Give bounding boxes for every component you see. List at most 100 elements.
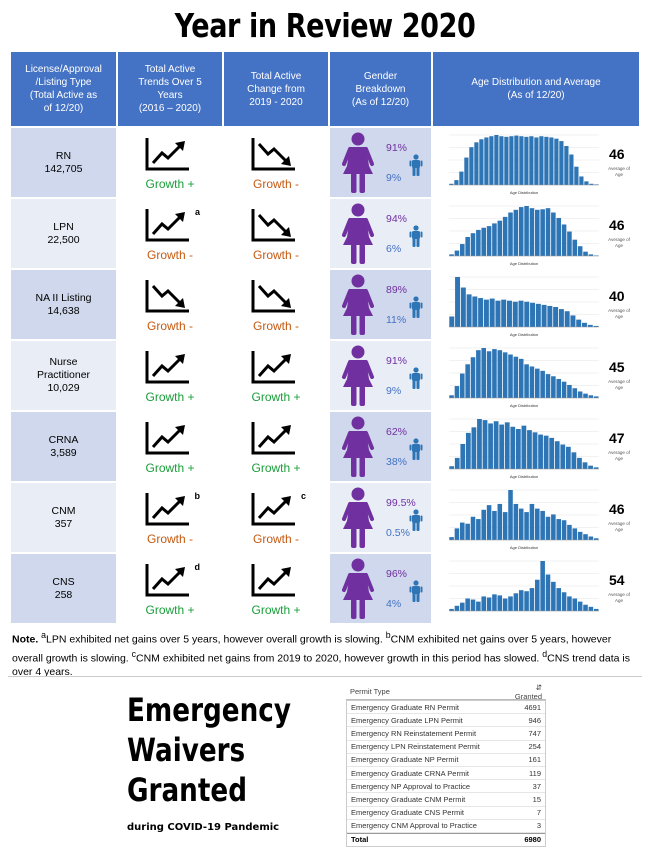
trend-up-icon bbox=[251, 493, 295, 526]
histogram-bar bbox=[529, 503, 535, 540]
histogram-bar bbox=[497, 350, 503, 398]
change-cell: Growth + bbox=[224, 341, 330, 410]
histogram-xlabel: Age Distribution bbox=[510, 474, 538, 479]
histogram-bar bbox=[518, 508, 524, 540]
waivers-title-line-1: Emergency bbox=[127, 691, 291, 729]
histogram-bar bbox=[460, 373, 465, 398]
header-change-2019-2020: Total Active Change from 2019 - 2020 bbox=[224, 52, 330, 126]
histogram-bar bbox=[449, 183, 454, 185]
female-icon bbox=[342, 487, 374, 548]
license-cell: NA II Listing 14,638 bbox=[11, 270, 118, 339]
histogram-bar bbox=[543, 435, 549, 469]
average-age-label: Average of Age bbox=[608, 379, 630, 390]
female-percent: 91% bbox=[386, 355, 408, 367]
histogram-bar bbox=[502, 598, 508, 611]
license-total: 14,638 bbox=[47, 304, 80, 317]
footnote-marker: a bbox=[194, 207, 200, 217]
histogram-bar bbox=[524, 206, 529, 256]
permit-type: Emergency Graduate CNS Permit bbox=[351, 808, 464, 818]
histogram-bar bbox=[454, 457, 460, 469]
histogram-bar bbox=[481, 348, 486, 398]
license-name: Nurse Practitioner bbox=[36, 356, 91, 381]
permit-type: Emergency NP Approval to Practice bbox=[351, 781, 471, 791]
histogram-bar bbox=[529, 366, 535, 398]
permit-row: Emergency LPN Reinstatement Permit 254 bbox=[347, 741, 545, 754]
histogram-bar bbox=[512, 301, 518, 327]
permit-granted: 119 bbox=[529, 768, 541, 778]
age-histogram bbox=[449, 560, 599, 612]
permit-granted: 3 bbox=[536, 821, 541, 831]
histogram-bar bbox=[593, 608, 599, 611]
female-icon bbox=[342, 558, 374, 619]
male-icon bbox=[409, 367, 423, 389]
histogram-bar bbox=[493, 421, 499, 469]
gender-cell: 91% 9% bbox=[330, 128, 433, 197]
histogram-bar bbox=[460, 602, 465, 611]
trend-up-icon bbox=[145, 422, 189, 455]
average-age: 45 bbox=[609, 359, 625, 375]
age-histogram: Age Distribution bbox=[449, 134, 599, 195]
histogram-bar bbox=[524, 301, 530, 327]
histogram-bar bbox=[470, 233, 476, 256]
histogram-bar bbox=[515, 429, 521, 469]
growth-label: Growth + bbox=[145, 390, 195, 404]
female-icon bbox=[342, 345, 374, 406]
permit-row: Emergency CNM Approval to Practice 3 bbox=[347, 820, 545, 833]
permit-type: Emergency CNM Approval to Practice bbox=[351, 821, 477, 831]
histogram-bar bbox=[449, 395, 454, 398]
male-icon bbox=[409, 225, 423, 247]
histogram-bar bbox=[483, 299, 489, 327]
histogram-bar bbox=[502, 512, 508, 540]
histogram-bar bbox=[581, 322, 587, 327]
histogram-bar bbox=[489, 136, 494, 185]
male-percent: 4% bbox=[386, 598, 402, 610]
trend-down-icon bbox=[251, 138, 295, 171]
table-row: CRNA 3,589 Growth + Growth + 62% 38% Age Distr… bbox=[11, 410, 639, 481]
histogram-bar bbox=[588, 254, 594, 256]
histogram-bar bbox=[564, 145, 569, 185]
histogram-bar bbox=[549, 437, 555, 469]
growth-label: Growth - bbox=[252, 177, 299, 191]
histogram-bar bbox=[588, 465, 593, 469]
permit-row: Emergency Graduate NP Permit 161 bbox=[347, 754, 545, 767]
growth-label: Growth - bbox=[252, 532, 299, 546]
histogram-bar bbox=[559, 141, 564, 185]
histogram-bar bbox=[518, 207, 524, 256]
histogram-bar bbox=[582, 462, 588, 469]
license-name: CNS bbox=[52, 575, 75, 588]
permit-granted: 747 bbox=[528, 728, 541, 738]
histogram-bar bbox=[513, 209, 519, 256]
histogram-bar bbox=[577, 601, 583, 611]
histogram-bar bbox=[561, 592, 567, 611]
histogram-bar bbox=[530, 302, 536, 327]
age-cell: Age Distribution 40 Average of Age bbox=[433, 270, 639, 339]
divider bbox=[8, 676, 642, 677]
age-histogram: Age Distribution bbox=[449, 205, 599, 266]
table-row: Nurse Practitioner 10,029 Growth + Growth +… bbox=[11, 339, 639, 410]
histogram-bar bbox=[508, 490, 513, 540]
gender-cell: 96% 4% bbox=[330, 554, 433, 623]
histogram-bar bbox=[551, 212, 556, 256]
permit-granted: 7 bbox=[536, 808, 541, 818]
license-cell: RN 142,705 bbox=[11, 128, 118, 197]
histogram-bar bbox=[513, 356, 519, 398]
histogram-bar bbox=[469, 147, 474, 185]
histogram-bar bbox=[465, 236, 470, 256]
permit-granted: 37 bbox=[532, 781, 541, 791]
table-row: NA II Listing 14,638 Growth - Growth - 89% 11… bbox=[11, 268, 639, 339]
histogram-bar bbox=[532, 432, 538, 469]
trend-5yr-cell: Growth + bbox=[118, 341, 224, 410]
histogram-bar bbox=[499, 136, 504, 185]
histogram-bar bbox=[508, 212, 513, 256]
trend-5yr-cell: Growth - bbox=[118, 270, 224, 339]
histogram-bar bbox=[535, 579, 540, 611]
growth-label: Growth - bbox=[252, 248, 299, 262]
license-total: 3,589 bbox=[50, 446, 77, 459]
histogram-bar bbox=[486, 226, 492, 256]
trend-5yr-cell: d Growth + bbox=[118, 554, 224, 623]
waivers-title: Emergency Waivers Granted bbox=[127, 690, 291, 810]
histogram-bar bbox=[535, 209, 540, 256]
histogram-bar bbox=[535, 508, 540, 540]
histogram-bar bbox=[454, 386, 460, 398]
histogram-bar bbox=[577, 391, 583, 398]
